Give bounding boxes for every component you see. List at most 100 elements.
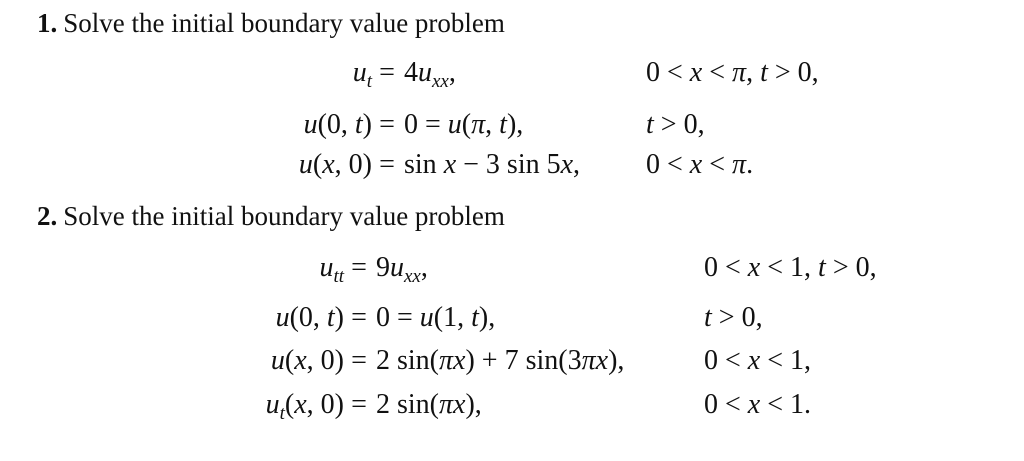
equation-row: u(x, 0) = sin x − 3 sin 5x, 0 < x < π. <box>0 147 1024 183</box>
math-segment: πx <box>439 389 466 420</box>
math-segment: π <box>732 149 747 180</box>
math-segment: tt <box>333 266 344 287</box>
math-segment: (0, <box>317 109 355 140</box>
math-segment: ( <box>284 389 295 420</box>
problem-1-heading: 1. Solve the initial boundary value probl… <box>37 8 505 39</box>
math-segment: ( <box>284 345 295 376</box>
math-segment: u <box>275 302 290 333</box>
equation-row: ut(x, 0) = 2 sin(πx), 0 < x < 1. <box>0 387 1024 424</box>
problem-number: 1. <box>37 8 58 38</box>
equation-rhs: 2 sin(πx), <box>376 387 482 423</box>
math-segment: ) <box>362 109 372 140</box>
math-segment: < <box>702 149 733 180</box>
math-segment: u <box>298 149 313 180</box>
math-segment: , <box>485 109 500 140</box>
equals-sign: = <box>351 302 367 333</box>
math-segment: x <box>747 252 761 283</box>
math-segment: ( <box>312 149 323 180</box>
math-segment: πx <box>439 345 466 376</box>
equation-row: ut = 4uxx, 0 < x < π, t > 0, <box>0 55 1024 92</box>
math-segment: u <box>390 252 404 283</box>
math-segment: u <box>418 57 432 88</box>
math-segment: ), <box>478 302 496 333</box>
math-segment: x <box>443 149 457 180</box>
math-segment: π <box>732 57 747 88</box>
math-segment: t <box>499 109 507 140</box>
equation-cond: t > 0, <box>646 107 705 143</box>
math-segment: xx <box>432 71 449 92</box>
math-segment: x <box>294 389 307 420</box>
equation-cond: t > 0, <box>704 300 763 336</box>
equals-sign: = <box>379 149 395 180</box>
equation-rhs: sin x − 3 sin 5x, <box>404 147 580 183</box>
equation-cond: 0 < x < 1, t > 0, <box>704 250 877 286</box>
equation-row: u(x, 0) = 2 sin(πx) + 7 sin(3πx), 0 < x < 1… <box>0 343 1024 379</box>
math-segment: x <box>560 149 574 180</box>
math-segment: < 1, <box>760 252 819 283</box>
math-segment: − 3 sin 5 <box>456 149 561 180</box>
equation-rhs: 0 = u(1, t), <box>376 300 495 336</box>
math-segment: 2 sin( <box>376 389 439 420</box>
equation-row: u(0, t) = 0 = u(1, t), t > 0, <box>0 300 1024 336</box>
equation-rhs: 9uxx, <box>376 250 428 295</box>
math-segment: < <box>702 57 733 88</box>
problem-number: 2. <box>37 201 58 231</box>
equation-rhs: 0 = u(π, t), <box>404 107 523 143</box>
math-segment: , 0) <box>306 345 344 376</box>
math-segment: , <box>448 57 456 88</box>
equation-lhs: u(0, t) <box>276 300 344 336</box>
math-segment: > 0, <box>767 57 819 88</box>
math-segment: u <box>419 302 434 333</box>
math-segment: 0 = <box>404 109 448 140</box>
math-segment: sin <box>404 149 444 180</box>
math-segment: > 0, <box>711 302 763 333</box>
math-segment: t <box>818 252 826 283</box>
math-segment: > 0, <box>825 252 877 283</box>
math-segment: u <box>447 109 462 140</box>
math-segment: t <box>760 57 768 88</box>
math-segment: ), <box>506 109 524 140</box>
math-segment: < 1. <box>760 389 812 420</box>
math-segment: t <box>646 109 654 140</box>
equation-cond: 0 < x < π. <box>646 147 753 183</box>
problem-title: Solve the initial boundary value problem <box>63 8 505 38</box>
equation-row: u(0, t) = 0 = u(π, t), t > 0, <box>0 107 1024 143</box>
math-segment: u <box>265 389 280 420</box>
math-segment: x <box>689 149 703 180</box>
equation-cond: 0 < x < π, t > 0, <box>646 55 819 91</box>
equation-lhs: ut <box>353 55 372 100</box>
equation-rhs: 2 sin(πx) + 7 sin(3πx), <box>376 343 624 379</box>
equals-sign: = <box>379 57 395 88</box>
math-segment: , <box>573 149 581 180</box>
math-segment: u <box>319 252 334 283</box>
equation-lhs: ut(x, 0) <box>266 387 344 432</box>
math-segment: (0, <box>289 302 327 333</box>
math-segment: π <box>471 109 486 140</box>
math-segment: t <box>704 302 712 333</box>
math-segment: , 0) <box>334 149 372 180</box>
math-segment: . <box>746 149 754 180</box>
equation-lhs: u(0, t) <box>304 107 372 143</box>
math-segment: > 0, <box>653 109 705 140</box>
equation-lhs: u(x, 0) <box>271 343 344 379</box>
math-segment: 0 < <box>704 345 748 376</box>
math-segment: ) + 7 sin(3 <box>465 345 582 376</box>
equation-lhs: u(x, 0) <box>299 147 372 183</box>
math-segment: ( <box>461 109 472 140</box>
equation-cond: 0 < x < 1. <box>704 387 811 423</box>
math-segment: , <box>746 57 761 88</box>
problem-title: Solve the initial boundary value problem <box>63 201 505 231</box>
math-segment: u <box>270 345 285 376</box>
math-segment: 4 <box>404 57 418 88</box>
math-segment: x <box>294 345 307 376</box>
math-segment: 0 < <box>646 57 690 88</box>
math-segment: , <box>420 252 428 283</box>
math-segment: u <box>303 109 318 140</box>
equation-cond: 0 < x < 1, <box>704 343 811 379</box>
math-segment: t <box>471 302 479 333</box>
math-segment: 0 = <box>376 302 420 333</box>
equals-sign: = <box>351 345 367 376</box>
math-segment: t <box>354 109 363 140</box>
math-segment: 0 < <box>704 389 748 420</box>
math-segment: πx <box>581 345 609 376</box>
